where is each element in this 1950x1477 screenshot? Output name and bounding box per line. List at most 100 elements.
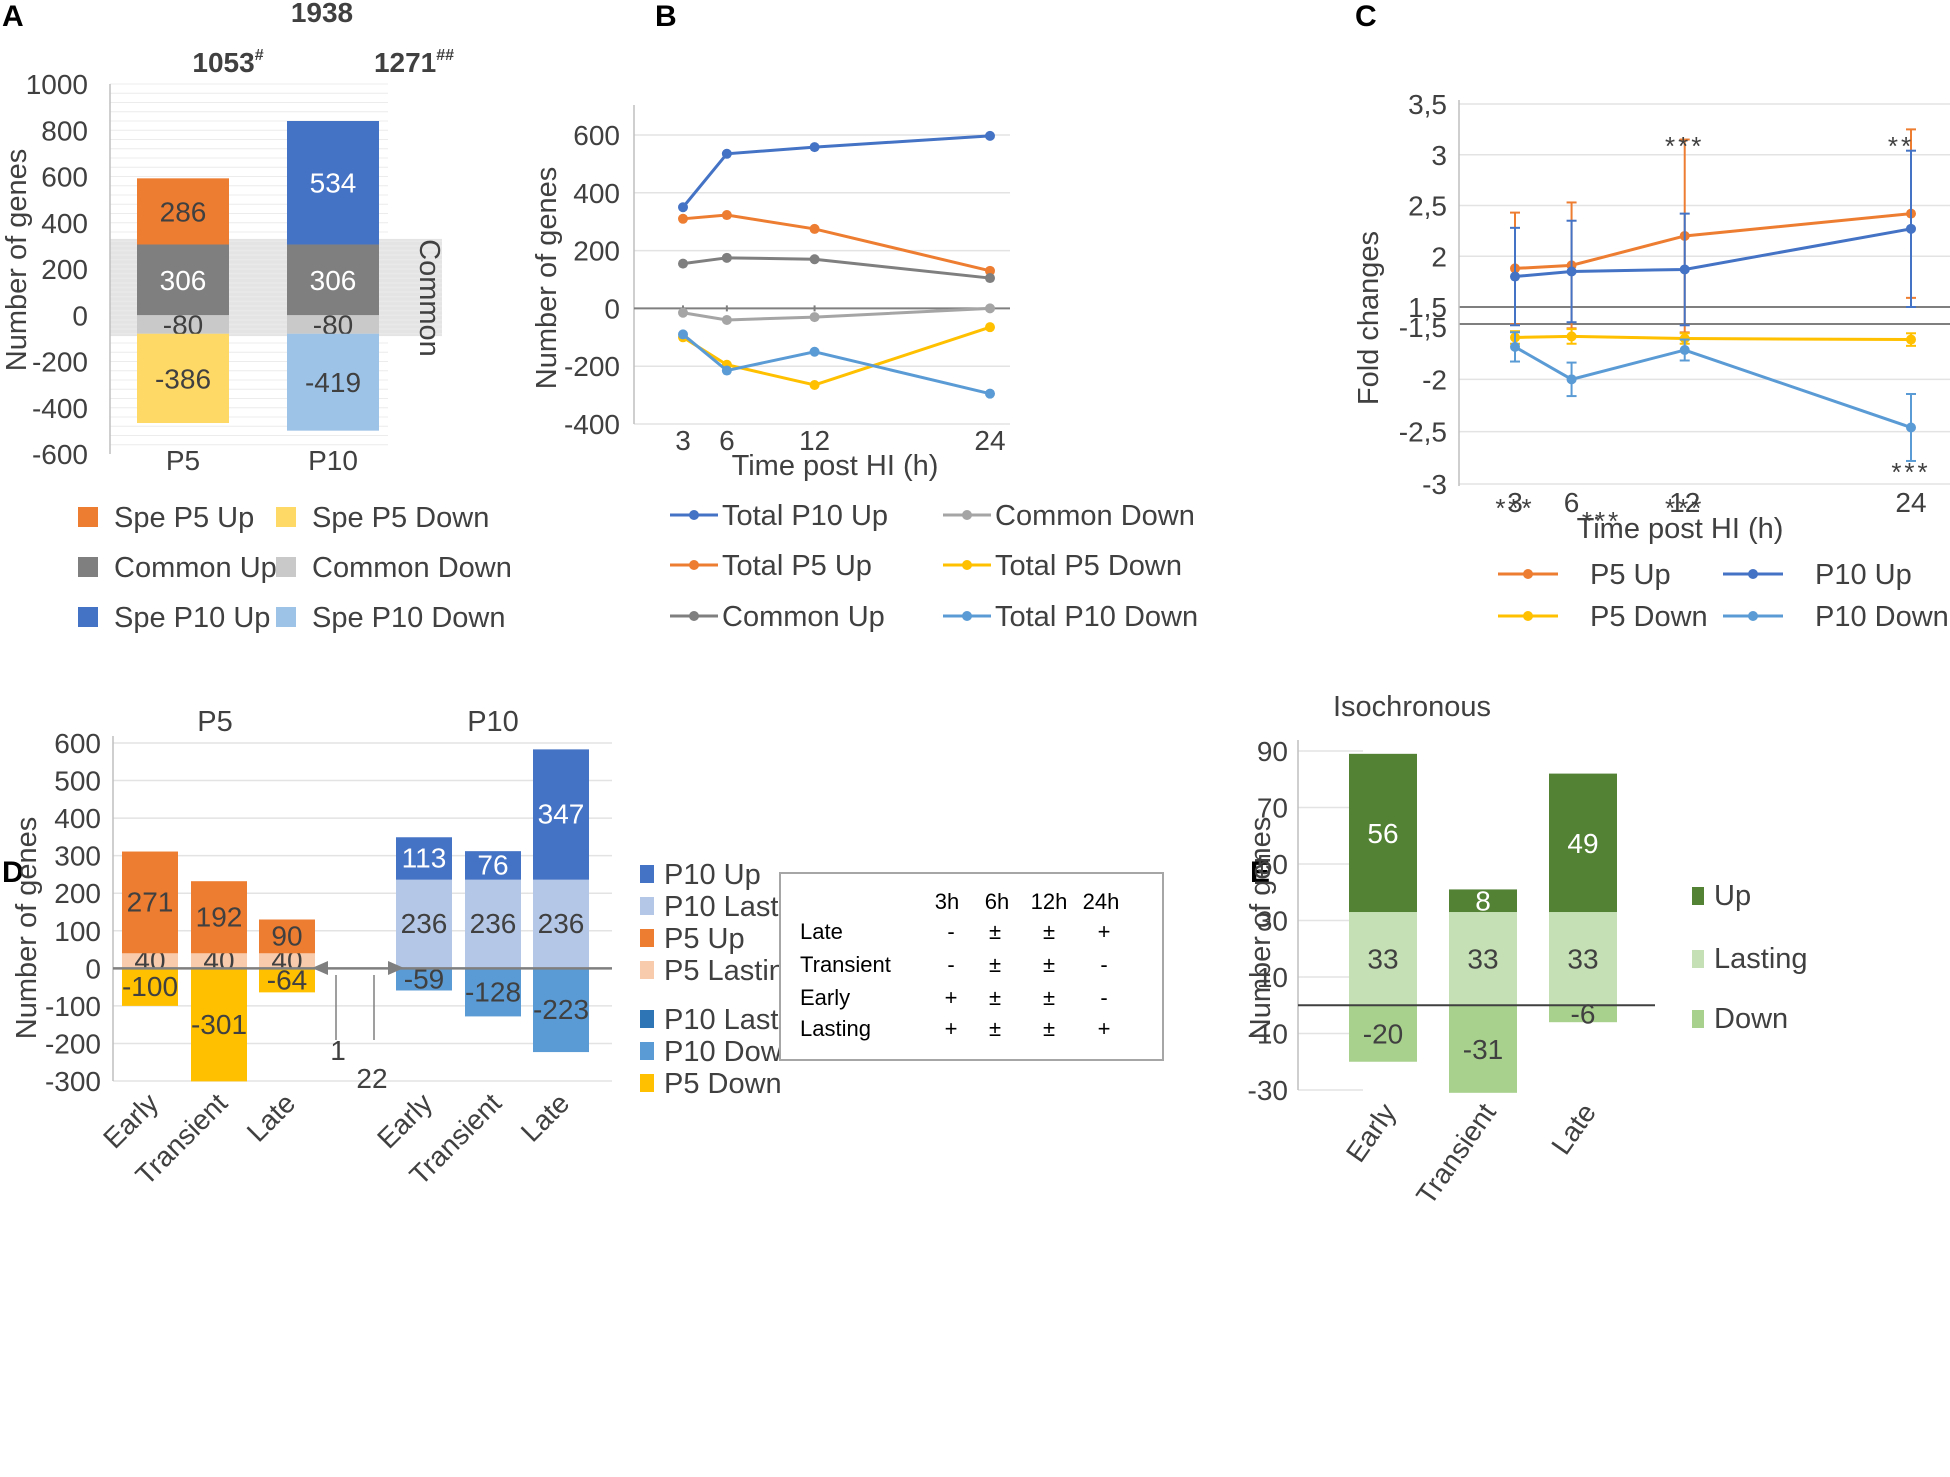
bar-value-label: 306 (310, 265, 357, 296)
legend-label: P5 Up (664, 923, 745, 955)
class-table-cell: + (1098, 1016, 1111, 1041)
y-axis-title: Number of genes (531, 167, 563, 389)
panel-d-chart: -300 -200 -100 0 100 200 300 400 500 600 Number of… (11, 706, 899, 1191)
legend-label: Down (1714, 1003, 1788, 1035)
bar-segment (533, 968, 589, 1053)
y-tick-label: 0 (72, 300, 88, 331)
class-table-cell: ± (1043, 1016, 1055, 1041)
y-tick-label: 30 (1257, 906, 1288, 937)
bar-value-label: 534 (310, 168, 357, 199)
data-point (809, 142, 820, 153)
bar-segment (259, 968, 315, 993)
class-table-header: 24h (1083, 889, 1120, 914)
panel-label-d: D (2, 856, 24, 889)
significance-mark: *** (1665, 493, 1704, 523)
bar-value-label: -20 (1363, 1019, 1403, 1050)
series-line (682, 213, 991, 273)
bar-value-label: 236 (538, 908, 585, 939)
data-point (985, 273, 995, 284)
data-point (809, 254, 820, 265)
x-axis-title: Time post HI (h) (1577, 513, 1784, 545)
arrow-left-icon (312, 961, 328, 975)
bar-segment (1549, 1005, 1617, 1023)
significance-mark: *** (1495, 493, 1534, 523)
panel-a-p10-total-value: 1271 (374, 47, 436, 78)
bar-segment (1349, 1005, 1417, 1062)
series-line (682, 306, 991, 322)
y-tick-label: 200 (54, 878, 101, 909)
class-table-cell: ± (1043, 919, 1055, 944)
y-tick-label: 200 (573, 236, 620, 267)
class-table-row-name: Early (800, 985, 850, 1010)
class-table-cell: ± (989, 985, 1001, 1010)
series-line (1514, 212, 1912, 270)
panel-a-chart: Common -600 -400 -200 0 200 400 600 800 1000 Numbe… (1, 69, 512, 634)
data-point (721, 252, 732, 263)
data-point (985, 303, 995, 314)
panel-label-e: E (1250, 856, 1270, 889)
bar-segment (259, 919, 315, 954)
series-line (682, 256, 991, 280)
class-table-cell: ± (989, 952, 1001, 977)
legend-label: Total P5 Up (722, 550, 872, 582)
legend-label: Spe P10 Down (312, 602, 505, 634)
bar-value-label: 306 (160, 265, 207, 296)
legend-swatch (640, 929, 654, 947)
y-tick-label: 50 (1257, 849, 1288, 880)
significance-mark: *** (1582, 506, 1621, 536)
x-tick-label: 6 (1564, 487, 1580, 518)
bar-segment (122, 968, 178, 1006)
x-tick-label: 24 (1895, 487, 1926, 518)
y-tick-label: -2 (1422, 364, 1447, 395)
legend-label: P5 Down (1590, 601, 1708, 633)
bar-value-label: 49 (1567, 828, 1598, 859)
series-line (1514, 334, 1912, 342)
bar-value-label: 33 (1567, 944, 1598, 975)
data-point (809, 379, 820, 390)
y-tick-label: 500 (54, 766, 101, 797)
bar-segment (396, 879, 452, 969)
bar-value-label: 113 (402, 842, 447, 873)
arrow-count-label: 22 (356, 1063, 387, 1094)
legend-swatch (1692, 887, 1704, 905)
panel-label-c: C (1355, 0, 1377, 33)
class-table-row-name: Transient (800, 952, 891, 977)
bar-value-label: 236 (470, 908, 517, 939)
y-tick-label: -600 (32, 439, 88, 470)
bar-segment (122, 851, 178, 954)
bar-value-label: -301 (191, 1009, 247, 1040)
bar-segment (1449, 1005, 1517, 1093)
bar-segment (191, 968, 247, 1082)
data-point (809, 223, 820, 234)
data-point (721, 148, 732, 159)
bar-segment (287, 244, 379, 316)
class-table-cell: ± (1043, 985, 1055, 1010)
x-tick-label: 3 (1507, 487, 1523, 518)
bar-segment (137, 178, 229, 245)
legend-swatch (640, 961, 654, 979)
data-point (1679, 333, 1690, 344)
bar-value-label: 236 (401, 908, 448, 939)
data-point (985, 388, 995, 399)
bar-segment (533, 749, 589, 880)
legend-swatch (640, 1042, 654, 1060)
data-point (1566, 374, 1577, 385)
class-table-row-name: Lasting (800, 1016, 871, 1041)
data-point (985, 130, 995, 141)
legend-label: Spe P5 Down (312, 502, 489, 534)
panel-c-chart: 3,5 3 2,5 2 1,5-1,5 -2 -2,5 -3 Fold changes 3 6 12 2… (1353, 89, 1950, 633)
significance-mark: *** (1891, 457, 1930, 487)
class-table-cell: - (947, 919, 954, 944)
legend-label: Total P10 Up (722, 500, 888, 532)
data-point (1679, 345, 1690, 356)
legend-swatch (276, 507, 296, 527)
legend-label: Total P10 Down (995, 601, 1198, 633)
y-tick-label: -200 (45, 1028, 101, 1059)
legend-swatch (78, 557, 98, 577)
y-tick-label: -400 (564, 409, 620, 440)
y-tick-label: 3 (1431, 140, 1447, 171)
panel-e-chart: Isochronous -30 -10 10 30 50 70 90 Number of gen… (1245, 691, 1808, 1210)
class-table-cell: + (1098, 919, 1111, 944)
legend-label: Spe P10 Up (114, 602, 270, 634)
arrow-count-label: 1 (330, 1035, 346, 1066)
